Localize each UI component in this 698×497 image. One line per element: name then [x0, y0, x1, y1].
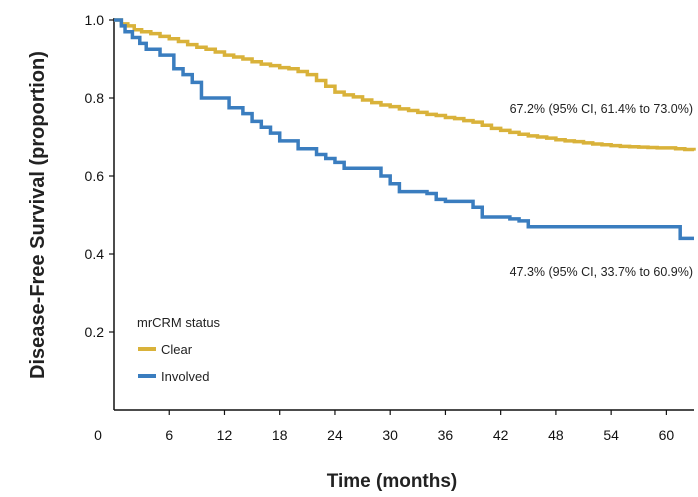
y-tick-label: 0.2 [85, 324, 105, 340]
x-tick-label: 54 [603, 427, 619, 443]
y-tick-label: 0.8 [85, 90, 105, 106]
legend-label-involved: Involved [161, 369, 209, 384]
x-tick-label: 12 [217, 427, 233, 443]
x-tick-label: 60 [659, 427, 675, 443]
y-tick-label: 1.0 [85, 12, 105, 28]
y-axis-title: Disease-Free Survival (proportion) [27, 51, 49, 379]
legend: mrCRM status Clear Involved [137, 315, 221, 384]
series-line-clear [114, 18, 696, 152]
legend-title: mrCRM status [137, 315, 221, 330]
annotations: 67.2% (95% CI, 61.4% to 73.0%) 47.3% (95… [510, 102, 693, 279]
series-layer [114, 18, 696, 241]
x-tick-label: 36 [438, 427, 454, 443]
x-tick-label: 18 [272, 427, 288, 443]
axes: 0.2 0.4 0.6 0.8 1.0 0 6 12 18 24 30 36 42 48 54 60 [85, 12, 694, 443]
x-tick-label: 6 [165, 427, 173, 443]
x-tick-label: 24 [327, 427, 343, 443]
legend-label-clear: Clear [161, 342, 193, 357]
x-tick-label: 42 [493, 427, 509, 443]
annotation-involved: 47.3% (95% CI, 33.7% to 60.9%) [510, 265, 693, 279]
x-tick-label: 0 [94, 427, 102, 443]
series-line-involved [114, 18, 694, 241]
x-tick-label: 30 [382, 427, 398, 443]
x-tick-label: 48 [548, 427, 564, 443]
y-tick-label: 0.4 [85, 246, 105, 262]
annotation-clear: 67.2% (95% CI, 61.4% to 73.0%) [510, 102, 693, 116]
x-axis-title: Time (months) [327, 471, 458, 492]
y-tick-label: 0.6 [85, 168, 105, 184]
